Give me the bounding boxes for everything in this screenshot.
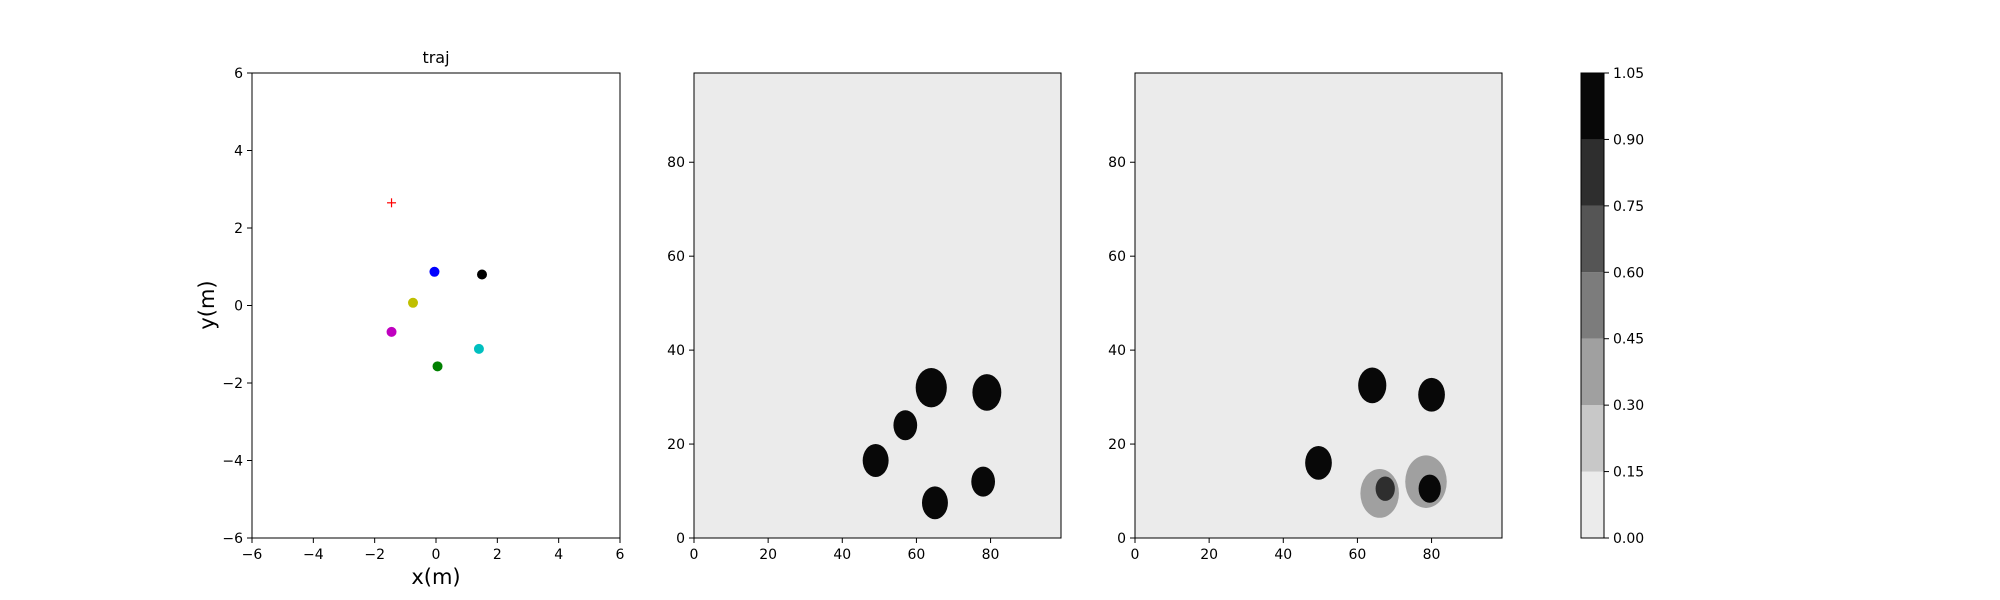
traj-point	[432, 361, 443, 372]
colorbar-frame	[1580, 72, 1605, 539]
map1-xtick-label: 80	[982, 547, 1000, 563]
map2-xtick-label: 0	[1131, 547, 1140, 563]
colorbar-band	[1581, 471, 1604, 538]
map1-blob	[921, 486, 948, 520]
traj-marks	[386, 198, 487, 372]
map2-xtick-label: 20	[1200, 547, 1218, 563]
colorbar-tick-label: 0.00	[1613, 531, 1644, 547]
traj-xtick-label: 6	[616, 547, 625, 563]
map1-ytick-label: 40	[667, 343, 685, 359]
map2-ticks: 0 20 40 60 80 0 20 40 60 80	[1108, 155, 1440, 563]
map2-xtick-label: 40	[1274, 547, 1292, 563]
map1-blob	[971, 466, 996, 497]
map1-xtick-label: 40	[833, 547, 851, 563]
colorbar-ticks: 0.00 0.15 0.30 0.45 0.60 0.75 0.90 1.05	[1604, 66, 1644, 547]
map2-blob	[1418, 474, 1441, 503]
traj-point	[477, 269, 487, 280]
traj-xtick-label: −2	[364, 547, 385, 563]
map2-ytick-label: 20	[1108, 437, 1126, 453]
map2-blob	[1418, 377, 1445, 412]
traj-point	[386, 326, 397, 337]
colorbar: 0.00 0.15 0.30 0.45 0.60 0.75 0.90 1.05	[1580, 66, 1644, 547]
traj-ylabel: y(m)	[195, 280, 219, 329]
colorbar-tick-label: 0.15	[1613, 465, 1644, 481]
map2-blobs	[1305, 367, 1447, 518]
map1-ytick-label: 60	[667, 249, 685, 265]
colorbar-tick-label: 0.75	[1613, 199, 1644, 215]
map2-xtick-label: 80	[1423, 547, 1441, 563]
colorbar-band	[1581, 338, 1604, 406]
map1-ytick-label: 0	[676, 531, 685, 547]
colorbar-tick-label: 0.60	[1613, 265, 1644, 281]
colorbar-bands	[1581, 73, 1604, 538]
traj-point	[408, 297, 418, 308]
map2-frame	[1134, 72, 1503, 539]
map1-frame	[693, 72, 1062, 539]
map-panel-1: 0 20 40 60 80 0 20 40 60 80	[667, 72, 1062, 563]
colorbar-band	[1581, 73, 1604, 140]
traj-ytick-label: −2	[222, 376, 243, 392]
map-panel-2: 0 20 40 60 80 0 20 40 60 80	[1108, 72, 1503, 563]
traj-ticks: −6 −4 −2 0 2 4 6 −6 −4 −2 0 2 4 6	[222, 66, 624, 563]
traj-xtick-label: 0	[432, 547, 441, 563]
map1-ytick-label: 80	[667, 155, 685, 171]
map1-blobs	[862, 367, 1002, 520]
colorbar-band	[1581, 139, 1604, 206]
colorbar-band	[1581, 205, 1604, 273]
colorbar-band	[1581, 405, 1604, 472]
traj-ytick-label: −4	[222, 454, 243, 470]
traj-ytick-label: 2	[234, 221, 243, 237]
traj-ytick-label: −6	[222, 531, 243, 547]
map1-xtick-label: 20	[759, 547, 777, 563]
map2-xtick-label: 60	[1349, 547, 1367, 563]
traj-ytick-label: 4	[234, 144, 243, 160]
map2-blob	[1358, 367, 1387, 404]
map2-ytick-label: 80	[1108, 155, 1126, 171]
colorbar-tick-label: 0.30	[1613, 398, 1644, 414]
map1-ticks: 0 20 40 60 80 0 20 40 60 80	[667, 155, 999, 563]
colorbar-tick-label: 0.45	[1613, 332, 1644, 348]
traj-xlabel: x(m)	[411, 565, 460, 589]
traj-xtick-label: 2	[493, 547, 502, 563]
traj-plot-area	[251, 72, 621, 539]
colorbar-tick-label: 1.05	[1613, 66, 1644, 82]
map1-xtick-label: 0	[690, 547, 699, 563]
traj-point	[473, 343, 484, 354]
map1-blob	[915, 367, 947, 408]
traj-title: traj	[422, 48, 449, 67]
map2-ytick-label: 60	[1108, 249, 1126, 265]
traj-xtick-label: 4	[554, 547, 563, 563]
traj-ytick-label: 0	[234, 299, 243, 315]
map2-blob	[1305, 445, 1332, 480]
traj-panel: traj −6 −4 −2 0 2 4 6 −6 −4 −2 0 2 4 6 x(m) y(m)	[195, 48, 625, 589]
map1-xtick-label: 60	[908, 547, 926, 563]
map1-blob	[972, 374, 1002, 411]
colorbar-tick-label: 0.90	[1613, 132, 1644, 148]
traj-ytick-label: 6	[234, 66, 243, 82]
traj-point	[429, 266, 440, 277]
colorbar-band	[1581, 272, 1604, 339]
traj-xtick-label: −4	[303, 547, 324, 563]
map2-blob	[1375, 476, 1395, 501]
map2-ytick-label: 40	[1108, 343, 1126, 359]
map1-ytick-label: 20	[667, 437, 685, 453]
map1-blob	[893, 410, 918, 441]
map1-blob	[862, 444, 889, 477]
traj-xtick-label: −6	[242, 547, 263, 563]
map2-ytick-label: 0	[1117, 531, 1126, 547]
